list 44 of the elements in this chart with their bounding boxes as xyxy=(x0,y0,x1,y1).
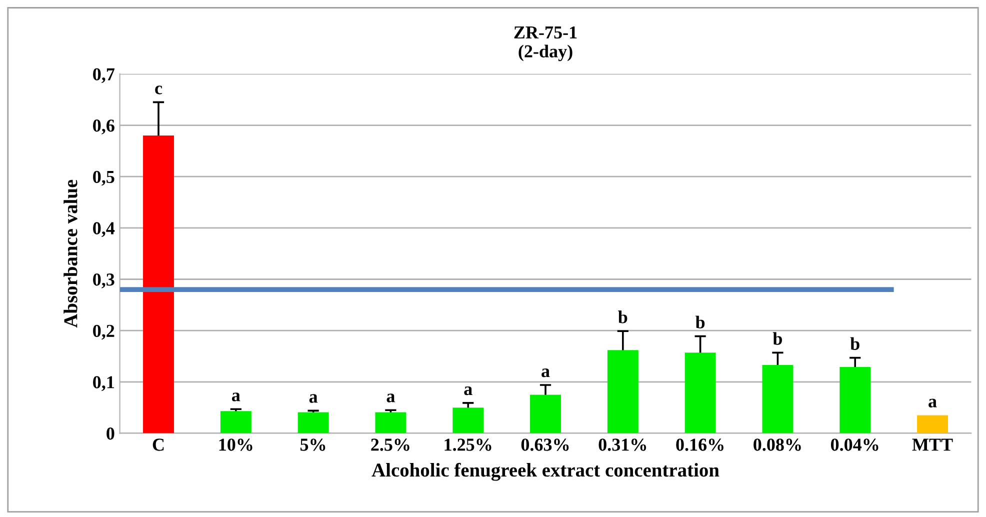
x-tick-label: 2.5% xyxy=(371,438,410,451)
y-tick-label: 0,5 xyxy=(93,170,114,186)
y-tick-label: 0,2 xyxy=(93,324,114,340)
y-tick-label: 0,1 xyxy=(93,376,114,391)
x-tick-label: 1.25% xyxy=(444,438,492,451)
x-tick-label: 5% xyxy=(300,438,326,451)
x-tick-label: 10% xyxy=(219,438,252,451)
annotation: a xyxy=(928,398,937,408)
y-tick-label: 0 xyxy=(106,428,114,440)
y-axis-title: Absorbance value xyxy=(64,180,78,328)
annotation: a xyxy=(309,394,318,403)
x-tick-label: 0.08% xyxy=(754,438,801,451)
annotation: b xyxy=(772,332,782,345)
bar xyxy=(917,415,948,434)
annotation: b xyxy=(618,310,628,324)
annotation: a xyxy=(232,392,240,402)
y-tick-label: 0,7 xyxy=(93,68,114,83)
x-tick-label: 0.16% xyxy=(676,438,724,451)
chart-title: ZR-75-1 (2-day) xyxy=(514,26,577,62)
bar xyxy=(762,364,794,434)
y-tick-label: 0,3 xyxy=(93,274,114,288)
annotation: a xyxy=(386,394,395,402)
x-tick-label: 0.63% xyxy=(521,438,569,451)
x-tick-label: 0.31% xyxy=(598,438,646,451)
bar xyxy=(220,411,252,434)
bar xyxy=(143,136,174,434)
bar xyxy=(607,350,638,434)
bar xyxy=(298,412,329,434)
annotation: b xyxy=(850,337,860,350)
bar xyxy=(684,352,716,434)
y-tick-label: 0,4 xyxy=(93,222,115,237)
annotation: c xyxy=(155,86,162,94)
bar xyxy=(840,367,871,434)
bar xyxy=(452,408,484,434)
bar xyxy=(375,412,406,434)
x-tick-label: 0.04% xyxy=(830,438,878,451)
x-tick-label: MTT xyxy=(912,438,953,451)
annotation: b xyxy=(696,316,705,328)
x-tick-label: C xyxy=(152,438,164,451)
y-tick-label: 0,6 xyxy=(93,120,114,134)
annotation: a xyxy=(464,386,472,396)
annotation: a xyxy=(542,368,550,378)
x-axis-title: Alcoholic fenugreek extract concentration xyxy=(372,462,720,481)
bar xyxy=(530,394,561,434)
